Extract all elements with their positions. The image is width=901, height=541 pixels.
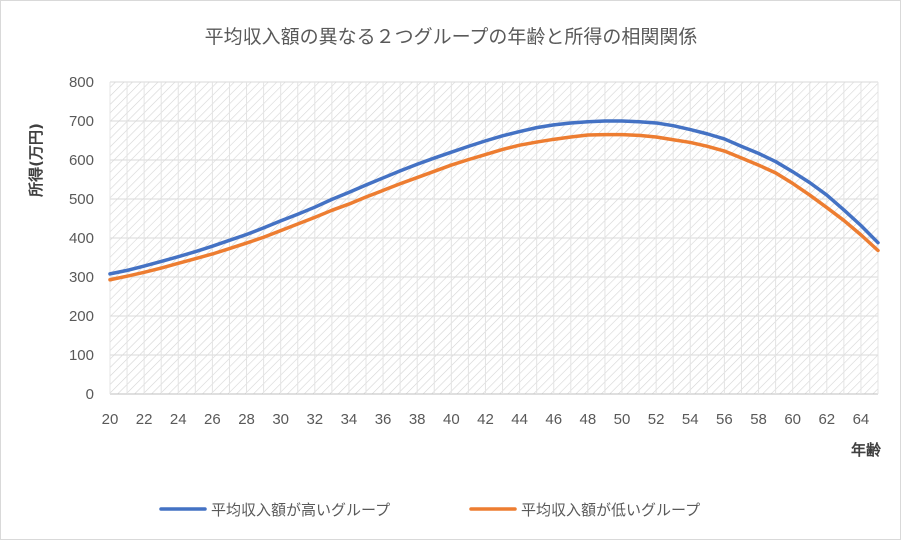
x-tick-label: 48 <box>580 411 597 428</box>
legend-label-1: 平均収入額が高いグループ <box>211 501 390 519</box>
x-tick-label: 40 <box>443 411 460 428</box>
y-tick-label: 500 <box>69 191 94 208</box>
series-line-2 <box>108 132 880 282</box>
x-tick-label: 54 <box>682 411 699 428</box>
x-tick-label: 52 <box>648 411 665 428</box>
x-tick-label: 36 <box>375 411 392 428</box>
series-line-1 <box>108 119 880 276</box>
y-tick-label: 0 <box>86 386 94 403</box>
y-tick-label: 300 <box>69 269 94 286</box>
y-tick-label: 600 <box>69 152 94 169</box>
x-tick-label: 44 <box>511 411 528 428</box>
x-tick-label: 56 <box>716 411 733 428</box>
x-tick-label: 20 <box>102 411 119 428</box>
x-axis-ticks: 20 22 24 26 28 30 32 34 36 38 40 42 44 46 48 50 52 54 56 58… <box>102 411 870 428</box>
y-axis-title: 所得(万円) <box>27 123 45 197</box>
x-tick-label: 34 <box>341 411 358 428</box>
series-lines <box>108 119 880 282</box>
y-tick-label: 100 <box>69 347 94 364</box>
x-tick-label: 50 <box>614 411 631 428</box>
chart-title: 平均収入額の異なる２つグループの年齢と所得の相関関係 <box>205 26 698 48</box>
x-tick-label: 22 <box>136 411 153 428</box>
legend-label-2: 平均収入額が低いグループ <box>521 501 700 519</box>
x-tick-label: 62 <box>818 411 835 428</box>
x-tick-label: 60 <box>784 411 801 428</box>
legend: 平均収入額が高いグループ 平均収入額が低いグループ <box>159 501 700 519</box>
y-axis-ticks: 0 100 200 300 400 500 600 700 800 <box>69 74 94 403</box>
gridlines <box>109 81 879 395</box>
x-tick-label: 42 <box>477 411 494 428</box>
x-tick-label: 32 <box>306 411 323 428</box>
y-tick-label: 800 <box>69 74 94 91</box>
x-tick-label: 26 <box>204 411 221 428</box>
y-tick-label: 400 <box>69 230 94 247</box>
y-tick-label: 200 <box>69 308 94 325</box>
x-tick-label: 28 <box>238 411 255 428</box>
x-tick-label: 46 <box>545 411 562 428</box>
x-tick-label: 24 <box>170 411 187 428</box>
x-tick-label: 38 <box>409 411 426 428</box>
x-tick-label: 64 <box>853 411 870 428</box>
y-tick-label: 700 <box>69 113 94 130</box>
x-axis-title: 年齢 <box>851 441 882 459</box>
x-tick-label: 30 <box>272 411 289 428</box>
x-tick-label: 58 <box>750 411 767 428</box>
